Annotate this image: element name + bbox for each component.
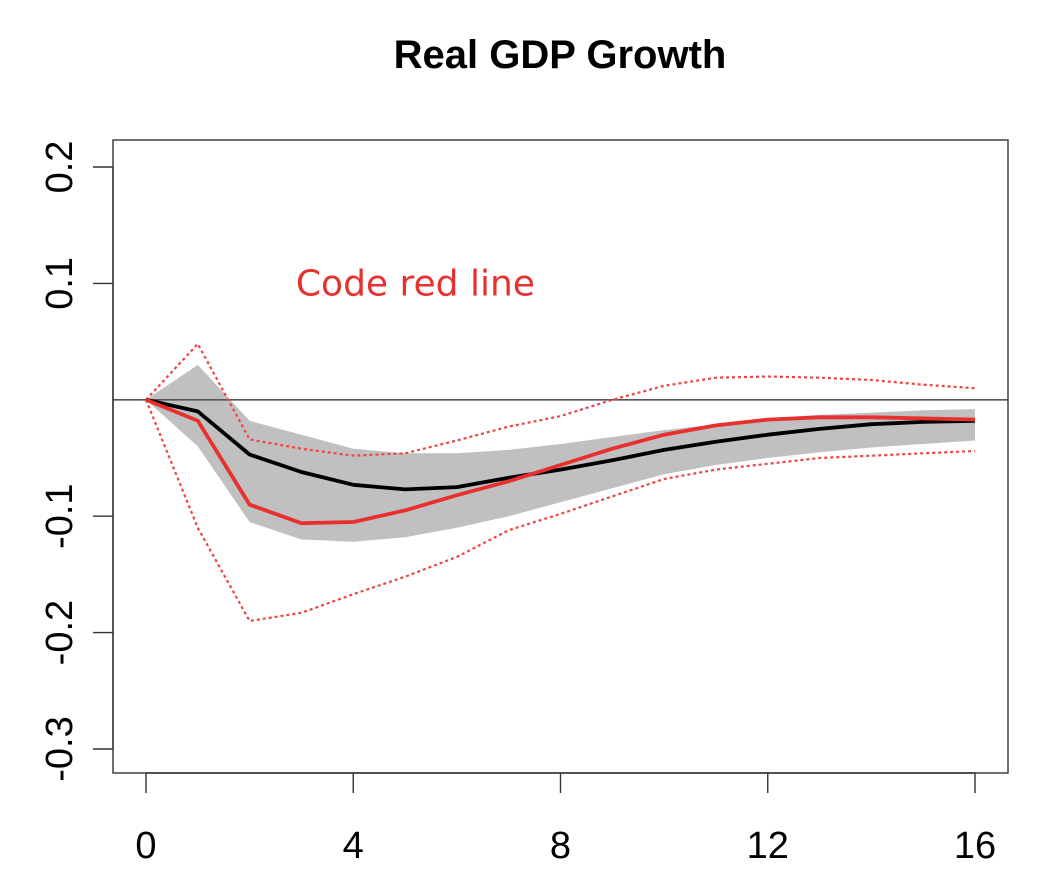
- series-line-dotted-3: [144, 399, 976, 623]
- annotation-label: Code red line: [296, 263, 535, 304]
- x-tick-label: 4: [343, 825, 364, 867]
- x-tick-label: 8: [550, 825, 571, 867]
- series-line-dotted-2: [145, 342, 976, 457]
- y-tick-label: 0.2: [39, 141, 81, 194]
- confidence-band: [146, 364, 975, 542]
- x-tick-label: 0: [135, 825, 156, 867]
- y-tick-label: 0.1: [39, 257, 81, 310]
- plot-area: 0 4 8 12 16 -0.3 -0.2 -0.1 0.1 0.2 Code red line: [39, 139, 1009, 867]
- x-tick-label: 12: [747, 825, 789, 867]
- series-line-red: [145, 398, 976, 526]
- y-tick-label: -0.2: [39, 600, 81, 665]
- y-tick-label: -0.1: [39, 483, 81, 548]
- y-tick-label: -0.3: [39, 716, 81, 781]
- chart-title: Real GDP Growth: [394, 33, 727, 77]
- x-tick-label: 16: [954, 825, 996, 867]
- series-line-black: [145, 397, 976, 492]
